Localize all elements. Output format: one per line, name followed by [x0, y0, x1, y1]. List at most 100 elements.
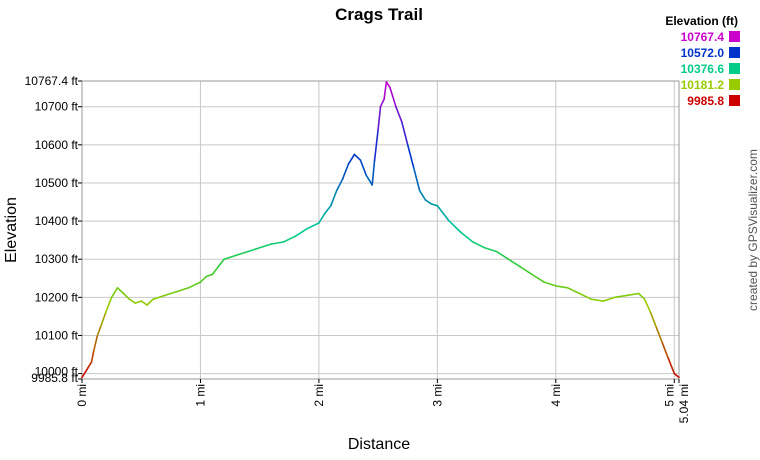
elevation-segment [93, 334, 99, 352]
legend-swatch [729, 31, 740, 42]
legend-label: 10181.2 [681, 78, 725, 92]
legend-label: 10767.4 [681, 30, 725, 44]
y-tick-label: 10200 ft [35, 290, 79, 304]
elevation-segment [96, 325, 102, 337]
elevation-segment [673, 372, 680, 379]
legend-swatch [729, 63, 740, 74]
elevation-segment [90, 349, 95, 363]
elevation-segment [83, 367, 89, 375]
y-tick-label: 9985.8 ft [31, 371, 78, 385]
elevation-segment [385, 81, 391, 89]
elevation-segment [436, 205, 451, 222]
elevation-segment [110, 286, 119, 299]
elevation-segment [395, 105, 403, 123]
elevation-segment [590, 298, 605, 302]
y-axis-label: Elevation [3, 197, 20, 263]
y-tick-label: 10600 ft [35, 138, 79, 152]
elevation-segment [519, 265, 533, 276]
elevation-segment [365, 174, 374, 186]
elevation-segment [371, 159, 376, 186]
elevation-segment [270, 241, 285, 245]
y-tick-label: 10700 ft [35, 100, 79, 114]
x-tick-label: 3 mi [430, 384, 444, 407]
legend-label: 10376.6 [681, 62, 725, 76]
elevation-segment [655, 326, 664, 344]
elevation-line [81, 81, 680, 379]
elevation-segment [223, 254, 237, 261]
y-tick-label: 10100 ft [35, 328, 79, 342]
y-tick-label: 10400 ft [35, 214, 79, 228]
x-tick-label: 2 mi [312, 384, 326, 407]
elevation-segment [323, 205, 332, 215]
elevation-segment [134, 300, 142, 304]
x-axis-label: Distance [348, 436, 410, 453]
elevation-segment [341, 163, 350, 180]
elevation-segment [122, 292, 131, 301]
x-tick-label: 1 mi [193, 384, 207, 407]
elevation-segment [418, 189, 427, 201]
y-tick-label: 10300 ft [35, 252, 79, 266]
elevation-segment [430, 203, 439, 207]
legend-swatch [729, 95, 740, 106]
elevation-segment [626, 292, 640, 297]
elevation-segment [531, 273, 545, 283]
legend-swatch [729, 79, 740, 90]
y-tick-label: 10000 ft [35, 365, 79, 379]
elevation-segment [235, 250, 249, 257]
elevation-segment [294, 227, 308, 238]
elevation-segment [389, 86, 397, 108]
elevation-segment [140, 300, 148, 306]
y-tick-label: 10500 ft [35, 176, 79, 190]
elevation-segment [507, 258, 522, 268]
elevation-segment [176, 286, 190, 293]
elevation-segment [377, 105, 382, 131]
elevation-segment [116, 286, 125, 295]
x-tick-label: 5 mi [662, 384, 676, 407]
elevation-segment [667, 357, 676, 375]
elevation-segment [373, 128, 379, 161]
elevation-segment [578, 292, 593, 301]
elevation-segment [258, 243, 273, 249]
elevation-segment [359, 159, 368, 177]
x-axis-ticks: 0 mi 1 mi 2 mi 3 mi 4 mi 5 mi 5.04 mi [75, 379, 691, 423]
elevation-segment [282, 235, 297, 243]
elevation-segment [495, 250, 510, 261]
elevation-segment [661, 342, 670, 360]
elevation-segment [637, 292, 646, 301]
elevation-segment [335, 178, 344, 192]
elevation-segment [460, 231, 474, 243]
elevation-segment [554, 285, 569, 289]
elevation-segment [424, 199, 433, 205]
elevation-segment [649, 311, 658, 329]
elevation-segment [146, 298, 154, 306]
elevation-segment [383, 81, 388, 100]
elevation-segment [152, 294, 166, 301]
elevation-segment [614, 294, 628, 299]
elevation-segment [217, 258, 225, 268]
legend-swatch [729, 47, 740, 58]
elevation-segment [128, 298, 137, 304]
elevation-segment [602, 296, 616, 302]
plot-frame [81, 80, 680, 380]
chart-title: Crags Trail [335, 5, 423, 24]
elevation-segment [543, 281, 557, 287]
elevation-segment [483, 247, 498, 253]
y-tick-label: 10767.4 ft [25, 74, 79, 88]
elevation-segment [353, 153, 362, 161]
x-tick-label: 0 mi [75, 384, 89, 407]
elevation-segment [199, 275, 208, 283]
credit-text: created by GPSVisualizer.com [746, 149, 760, 311]
elevation-segment [211, 265, 219, 276]
legend-label: 10572.0 [681, 46, 725, 60]
elevation-segment [643, 298, 652, 314]
elevation-segment [412, 166, 421, 192]
elevation-segment [400, 121, 409, 146]
elevation-segment [472, 241, 486, 249]
elevation-segment [406, 144, 415, 169]
elevation-segment [318, 212, 326, 224]
elevation-segment [347, 153, 356, 165]
elevation-segment [104, 296, 113, 314]
elevation-segment [164, 290, 178, 297]
elevation-segment [566, 286, 581, 295]
